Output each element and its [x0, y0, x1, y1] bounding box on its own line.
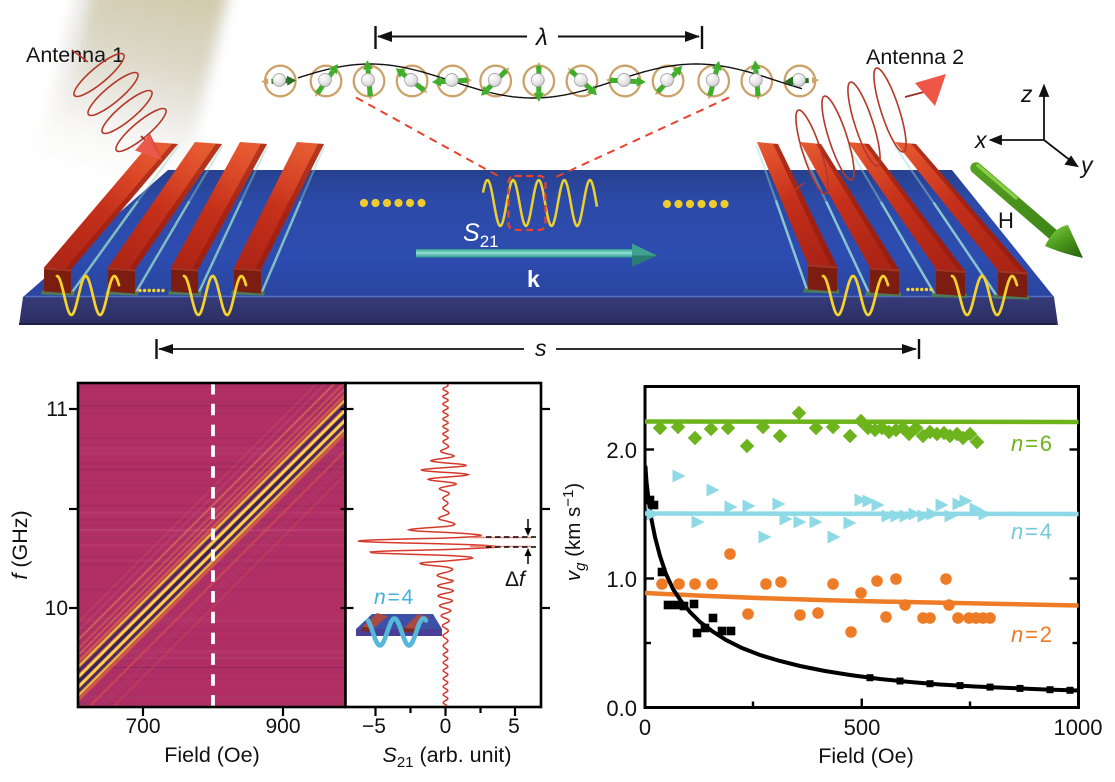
svg-text:700: 700 — [125, 715, 160, 738]
svg-text:900: 900 — [265, 715, 300, 738]
svg-text:H: H — [998, 208, 1014, 233]
svg-text:500: 500 — [844, 715, 881, 740]
svg-text:0: 0 — [440, 715, 452, 738]
svg-text:x: x — [974, 127, 988, 153]
svg-text:vg (km s−1): vg (km s−1) — [560, 483, 589, 581]
svg-text:k: k — [527, 266, 540, 292]
svg-text:y: y — [1079, 152, 1094, 178]
svg-text:Antenna 2: Antenna 2 — [866, 45, 964, 69]
svg-text:S21 (arb. unit): S21 (arb. unit) — [382, 743, 511, 771]
svg-text:n = 2: n = 2 — [1011, 622, 1052, 647]
svg-text:n = 6: n = 6 — [1011, 431, 1052, 456]
svg-text:1000: 1000 — [1054, 715, 1103, 740]
svg-text:0: 0 — [639, 715, 651, 740]
svg-text:Field (Oe): Field (Oe) — [164, 743, 260, 767]
svg-text:5: 5 — [508, 715, 520, 738]
svg-text:n = 4: n = 4 — [1011, 519, 1052, 544]
svg-text:10: 10 — [45, 597, 68, 620]
svg-text:11: 11 — [46, 398, 68, 421]
svg-text:s: s — [535, 335, 547, 361]
svg-text:0.0: 0.0 — [606, 696, 637, 721]
svg-text:Δf: Δf — [505, 568, 527, 591]
svg-text:λ: λ — [534, 24, 548, 51]
svg-text:−5: −5 — [362, 715, 386, 738]
svg-text:Field (Oe): Field (Oe) — [818, 744, 914, 768]
svg-text:z: z — [1020, 81, 1033, 107]
svg-text:1.0: 1.0 — [606, 567, 637, 592]
svg-text:f (GHz): f (GHz) — [8, 510, 32, 579]
svg-text:n = 4: n = 4 — [374, 586, 413, 609]
svg-text:2.0: 2.0 — [606, 438, 637, 463]
svg-text:Antenna 1: Antenna 1 — [26, 43, 124, 67]
